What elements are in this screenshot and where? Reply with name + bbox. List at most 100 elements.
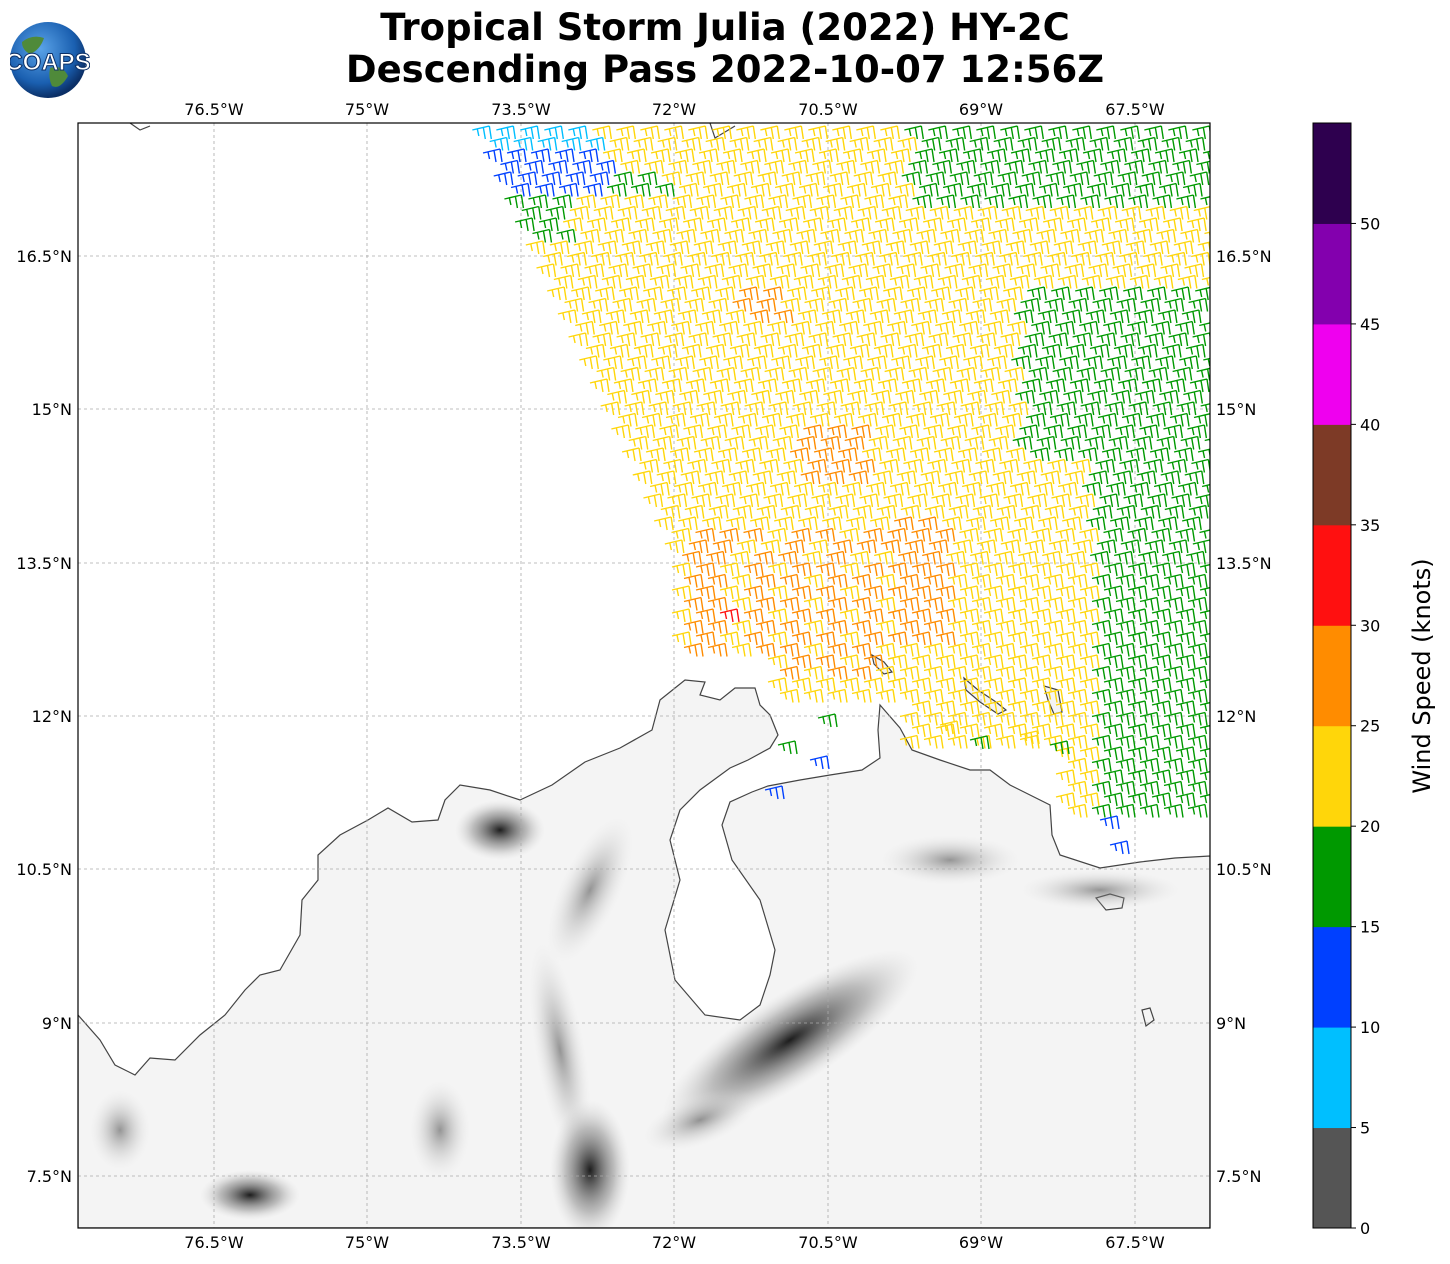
wind-barb-icon — [1108, 435, 1129, 450]
wind-barb-icon — [1045, 378, 1066, 393]
wind-barb-icon — [851, 424, 872, 439]
wind-barb-icon — [1182, 182, 1203, 197]
wind-barb-icon — [746, 148, 767, 163]
wind-barb-icon — [923, 665, 944, 680]
wind-barb-icon — [828, 297, 849, 312]
wind-barb-icon — [863, 654, 884, 669]
wind-barb-icon — [482, 148, 503, 163]
wind-barb-icon — [1199, 678, 1210, 689]
wind-barb-icon — [959, 320, 979, 335]
wind-barb-icon — [1019, 619, 1040, 634]
wind-barb-icon — [741, 240, 762, 255]
wind-barb-icon — [928, 125, 949, 140]
wind-barb-icon — [1048, 539, 1069, 554]
wind-barb-icon — [1029, 447, 1050, 462]
wind-barb-icon — [811, 286, 831, 301]
wind-barb-icon — [1187, 642, 1208, 657]
wind-barb-icon — [630, 182, 651, 197]
wind-barb-icon — [799, 389, 820, 404]
wind-barb-icon — [777, 740, 798, 755]
wind-barb-icon — [1035, 355, 1055, 370]
wind-barb-icon — [872, 263, 893, 278]
wind-barb-icon — [750, 182, 771, 197]
wind-barb-icon — [938, 148, 959, 163]
wind-barb-icon — [660, 504, 681, 519]
wind-barb-icon — [820, 435, 841, 450]
wind-barb-icon — [740, 366, 761, 381]
wind-barb-icon — [720, 401, 741, 416]
wind-barb-icon — [905, 205, 926, 220]
wind-barb-icon — [767, 631, 788, 646]
wind-barb-icon — [946, 550, 966, 565]
wind-barb-icon — [1127, 700, 1148, 715]
wind-barb-icon — [624, 194, 645, 209]
wind-barb-icon — [697, 481, 718, 496]
wind-barb-icon — [911, 608, 932, 623]
wind-barb-icon — [815, 608, 836, 623]
wind-barb-icon — [994, 217, 1015, 232]
wind-barb-icon — [1106, 148, 1127, 163]
wind-barb-icon — [548, 159, 569, 174]
wind-barb-icon — [1040, 263, 1061, 278]
wind-barb-icon — [784, 125, 805, 140]
wind-barb-icon — [648, 194, 669, 209]
wind-barb-icon — [883, 493, 904, 508]
wind-barb-icon — [520, 125, 541, 140]
wind-barb-icon — [1012, 228, 1033, 243]
wind-barb-icon — [835, 493, 856, 508]
wind-barb-icon — [803, 573, 824, 588]
wind-barb-icon — [869, 516, 890, 531]
wind-barb-icon — [936, 401, 957, 416]
wind-barb-icon — [688, 332, 709, 347]
wind-barb-icon — [1055, 769, 1076, 784]
wind-barb-icon — [1099, 815, 1120, 830]
wind-barb-icon — [887, 677, 908, 692]
wind-barb-icon — [837, 447, 858, 462]
wind-barb-icon — [787, 493, 808, 508]
wind-barb-icon — [1187, 596, 1208, 611]
wind-barb-icon — [1127, 562, 1148, 577]
wind-barb-icon — [779, 619, 800, 634]
wind-barb-icon — [691, 493, 712, 508]
wind-barb-icon — [965, 516, 986, 531]
wind-barb-icon — [1099, 493, 1120, 508]
wind-barb-icon — [929, 412, 950, 427]
wind-barb-icon — [1172, 366, 1193, 381]
wind-barb-icon — [1103, 527, 1124, 542]
wind-barb-icon — [656, 470, 677, 485]
wind-barb-icon — [926, 251, 947, 266]
wind-barb-icon — [983, 677, 1004, 692]
wind-barb-icon — [909, 447, 930, 462]
wind-barb-icon — [1068, 297, 1089, 312]
wind-barb-icon — [1115, 424, 1136, 439]
wind-barb-icon — [755, 619, 776, 634]
wind-barb-icon — [588, 297, 609, 312]
wind-barb-icon — [1079, 654, 1100, 669]
wind-barb-icon — [1123, 493, 1144, 508]
wind-barb-icon — [1181, 309, 1202, 324]
wind-barb-icon — [1185, 136, 1206, 151]
wind-barb-icon — [1140, 504, 1161, 519]
wind-barb-icon — [815, 631, 836, 646]
wind-barb-icon — [904, 539, 925, 554]
wind-barb-icon — [610, 217, 631, 232]
wind-barb-icon — [809, 205, 830, 220]
wind-barb-icon — [1032, 194, 1053, 209]
wind-barb-icon — [961, 274, 982, 289]
wind-barb-icon — [755, 424, 776, 439]
wind-barb-icon — [693, 447, 714, 462]
wind-barb-icon — [985, 274, 1006, 289]
wind-barb-icon — [885, 447, 906, 462]
wind-barb-icon — [851, 619, 872, 634]
wind-barb-icon — [557, 309, 578, 324]
wind-barb-icon — [724, 228, 745, 243]
wind-barb-icon — [636, 297, 657, 312]
wind-barb-icon — [940, 228, 961, 243]
wind-barb-icon — [917, 309, 938, 324]
wind-barb-icon — [1129, 481, 1150, 496]
wind-barb-icon — [1109, 516, 1130, 531]
wind-barb-icon — [1128, 194, 1149, 209]
wind-barb-icon — [992, 470, 1013, 485]
wind-barb-icon — [887, 608, 908, 623]
